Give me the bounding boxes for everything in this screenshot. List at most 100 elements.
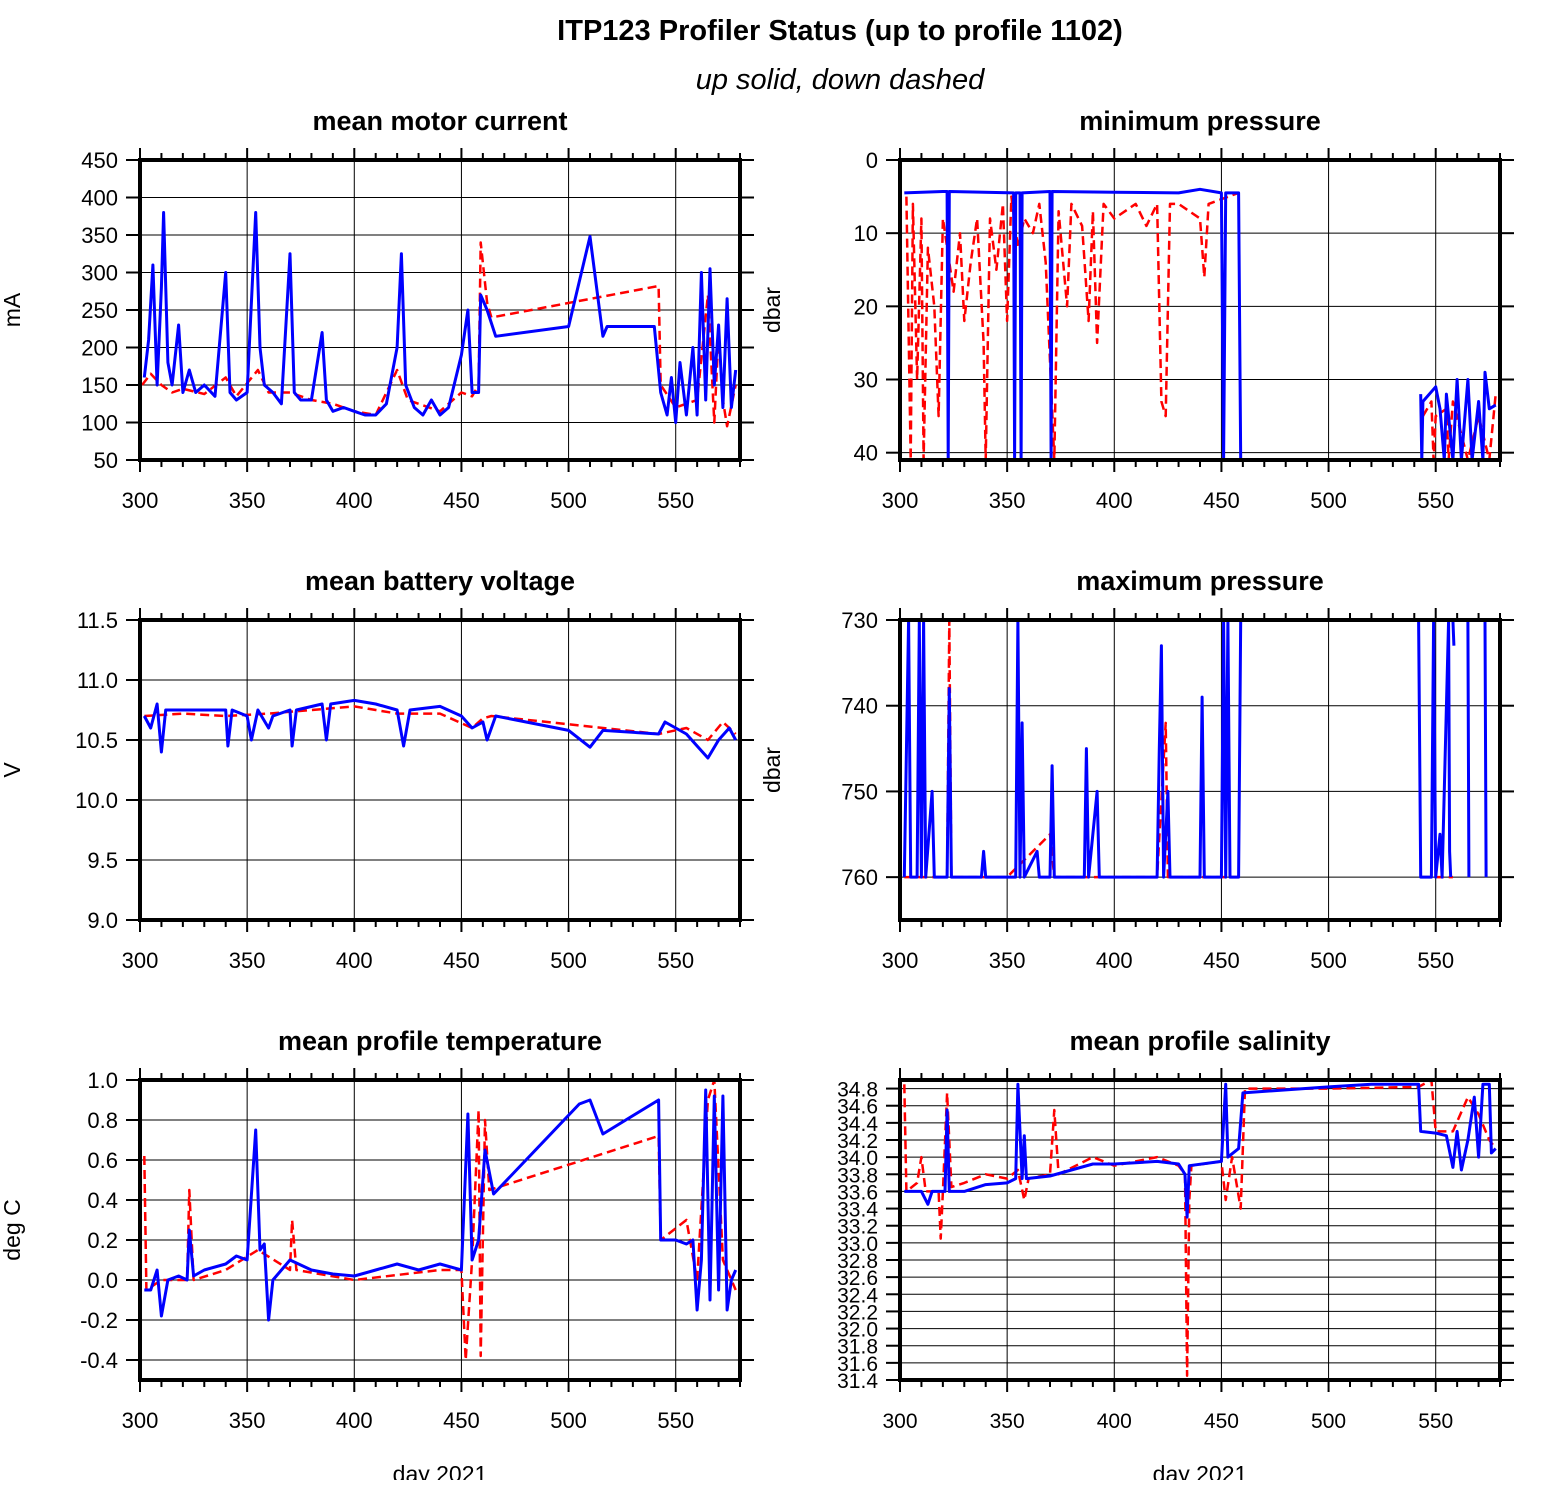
y-tick-label: 34.0 [837,1147,878,1170]
x-tick-label: 300 [122,948,159,973]
y-tick-label: 31.6 [837,1353,878,1376]
series-line-up [142,698,738,760]
series-line-up [902,620,1488,879]
x-tick-label: 550 [1418,1410,1453,1433]
y-tick-label: 32.4 [837,1284,878,1307]
y-tick-label: 0.8 [87,1108,118,1133]
y-tick-label: 0.2 [87,1228,118,1253]
x-tick-label: 450 [1203,948,1240,973]
y-tick-label: 33.6 [837,1181,878,1204]
y-tick-label: 33.2 [837,1216,878,1239]
x-tick-label: 350 [229,1408,266,1433]
series-line-down [903,1080,1497,1377]
series-line-up [142,211,738,424]
y-tick-label: 10.0 [75,788,118,813]
chart-panel-0: mean motor current 50 100 150 200 250 300 350 40… [0,106,754,513]
chart-panel-4: maximum pressure 730 740 750 760 300 350 400 450… [759,566,1514,973]
y-tick-label: -0.4 [80,1348,118,1373]
y-tick-label: 9.0 [87,908,118,933]
y-tick-label: 33.4 [837,1199,878,1222]
x-tick-label: 500 [550,488,587,513]
y-tick-label: 760 [841,865,878,890]
y-tick-label: 34.8 [837,1079,878,1102]
y-tick-label: 31.8 [837,1336,878,1359]
y-tick-label: 0.0 [87,1268,118,1293]
y-tick-label: 0.4 [87,1188,118,1213]
series-line-down [143,1080,737,1362]
y-axis-label: mA [0,292,25,327]
x-tick-label: 400 [336,1408,373,1433]
x-tick-label: 400 [336,488,373,513]
y-tick-label: 750 [841,779,878,804]
series-line-down [904,620,1453,879]
y-tick-label: -0.2 [80,1308,118,1333]
x-tick-label: 350 [989,948,1026,973]
y-tick-label: 150 [81,373,118,398]
series-line-up [904,1082,1497,1219]
panel-title: mean profile temperature [278,1026,602,1056]
y-tick-label: 740 [841,694,878,719]
x-tick-label: 400 [1097,1410,1132,1433]
x-axis-label: day 2021 [1153,1461,1248,1480]
x-tick-label: 550 [657,488,694,513]
y-tick-label: 450 [81,148,118,173]
x-axis-label: day 2021 [393,1461,488,1480]
y-tick-label: 100 [81,411,118,436]
y-tick-label: 0.6 [87,1148,118,1173]
x-tick-label: 500 [550,948,587,973]
y-tick-label: 34.6 [837,1096,878,1119]
x-tick-label: 550 [1417,948,1454,973]
x-tick-label: 350 [990,1410,1025,1433]
y-tick-label: 20 [854,294,878,319]
y-tick-label: 30 [854,368,878,393]
y-tick-label: 32.6 [837,1267,878,1290]
x-tick-label: 300 [122,488,159,513]
panel-title: mean profile salinity [1069,1026,1330,1056]
x-tick-label: 450 [1204,1410,1239,1433]
y-tick-label: 34.2 [837,1130,878,1153]
chart-panel-1: mean battery voltage 9.0 9.5 10.0 10.5 11.0 11… [0,566,754,973]
plot-frame [138,1078,742,1382]
y-tick-label: 11.0 [77,668,118,693]
chart-panel-2: mean profile temperature -0.4 -0.2 0.0 0.2 0.… [0,1026,754,1485]
x-tick-label: 300 [882,948,919,973]
series-line-down [905,191,1497,460]
y-tick-label: 10 [854,221,878,246]
x-tick-label: 300 [122,1408,159,1433]
plot-frame [138,158,742,462]
x-tick-label: 350 [229,948,266,973]
y-tick-label: 34.4 [837,1113,878,1136]
panel-title: maximum pressure [1076,566,1324,596]
plot-frame [138,618,742,922]
y-tick-label: 50 [94,448,118,473]
y-tick-label: 10.5 [75,728,118,753]
x-tick-label: 500 [1310,488,1347,513]
x-tick-label: 450 [1203,488,1240,513]
series-line-up [144,1088,738,1322]
y-tick-label: 730 [841,608,878,633]
y-axis-label: V [0,762,25,778]
panel-title: minimum pressure [1079,106,1321,136]
y-tick-label: 40 [854,441,878,466]
y-tick-label: 32.8 [837,1250,878,1273]
y-tick-label: 0 [866,148,878,173]
plot-frame [898,618,1502,922]
panel-title: mean battery voltage [305,566,575,596]
x-tick-label: 450 [443,488,480,513]
y-axis-label: dbar [759,287,785,333]
series-line-down [141,241,737,428]
y-tick-label: 32.2 [837,1301,878,1324]
y-axis-label: dbar [759,747,785,793]
x-tick-label: 500 [1310,948,1347,973]
x-tick-label: 350 [229,488,266,513]
y-tick-label: 32.0 [837,1319,878,1342]
y-tick-label: 9.5 [87,848,118,873]
x-tick-label: 550 [657,948,694,973]
y-tick-label: 200 [81,336,118,361]
plot-frame [898,158,1502,462]
x-tick-label: 550 [1417,488,1454,513]
x-tick-label: 500 [550,1408,587,1433]
x-tick-label: 300 [882,1410,917,1433]
x-tick-label: 400 [1096,948,1133,973]
y-tick-label: 33.0 [837,1233,878,1256]
